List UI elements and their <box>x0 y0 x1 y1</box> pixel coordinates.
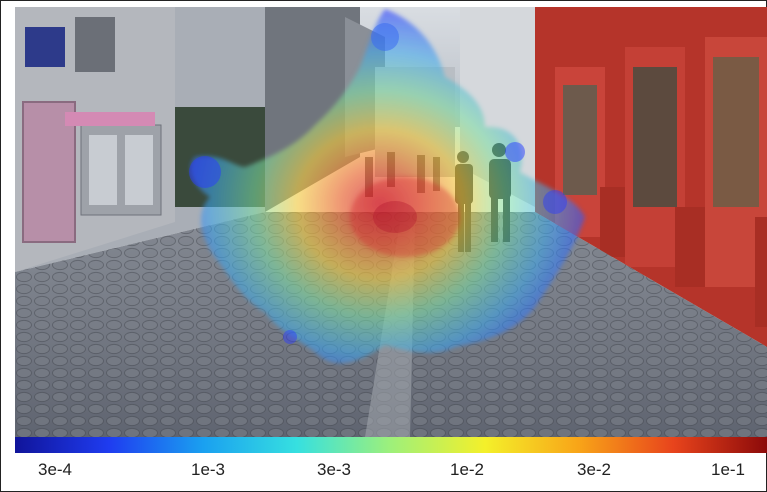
colorbar-tick-label: 1e-3 <box>190 460 226 479</box>
colorbar-tick-label: 1e-2 <box>449 460 485 479</box>
colorbar-tick-label: 3e-2 <box>576 460 612 479</box>
street-heatmap-image <box>15 7 767 437</box>
colorbar-tick-label: 1e-1 <box>710 460 746 479</box>
colorbar-gradient <box>15 437 767 453</box>
saliency-heatmap-overlay <box>189 9 585 364</box>
colorbar-tick-label: 3e-3 <box>316 460 352 479</box>
colorbar-tick-label: 3e-4 <box>37 460 73 479</box>
colorbar <box>15 437 767 453</box>
